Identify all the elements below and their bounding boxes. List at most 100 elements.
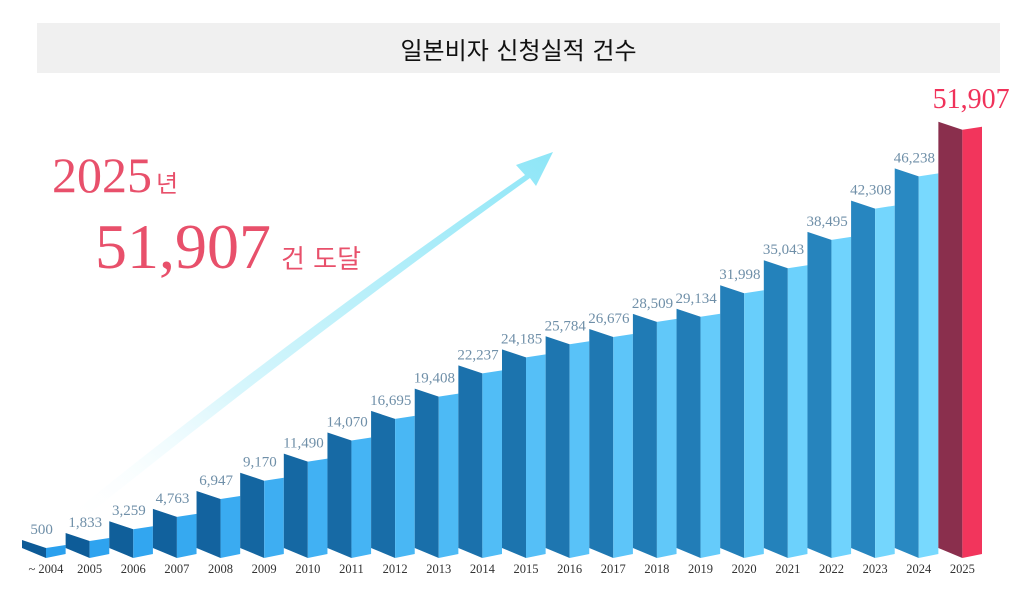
bar-front-face [46, 545, 66, 558]
bar-side-face [807, 231, 832, 558]
value-label: 29,134 [676, 291, 718, 307]
year-labels: ~ 2004 2005 2006 2007 2008 2009 2010 2011 2012 20… [29, 562, 975, 576]
bar-2016 [545, 336, 590, 558]
value-label: 1,833 [68, 515, 102, 531]
bar-2011 [327, 432, 372, 558]
year-label: 2025 [950, 562, 975, 576]
bar-2008 [196, 490, 241, 558]
bar-front-face [351, 437, 372, 558]
callout-count: 51,907 건 도달 [95, 210, 361, 284]
bar-2018 [632, 313, 677, 558]
growth-arrow-icon [70, 152, 553, 523]
year-label: 2022 [819, 562, 844, 576]
callout-year: 2025 년 [52, 146, 178, 204]
bar-side-face [458, 365, 483, 558]
year-label: 2019 [688, 562, 713, 576]
bar-side-face [938, 121, 963, 558]
year-label: 2011 [339, 562, 364, 576]
year-label: 2010 [295, 562, 320, 576]
bar-side-face [65, 532, 90, 558]
bar-side-face [894, 168, 919, 558]
bar-side-face [676, 308, 701, 558]
year-label: 2006 [121, 562, 146, 576]
bar-side-face [240, 472, 265, 558]
year-label: 2012 [383, 562, 408, 576]
bar-front-face [918, 173, 939, 558]
bar-2013 [414, 388, 459, 558]
value-label: 9,170 [243, 455, 277, 471]
callout-year-value: 2025 [52, 147, 152, 203]
year-label: 2013 [426, 562, 451, 576]
bar-side-face [283, 453, 308, 558]
year-label: 2014 [470, 562, 496, 576]
bar-2019 [676, 308, 721, 558]
bar-2014 [458, 365, 502, 558]
bar-2021 [763, 260, 808, 558]
value-label: 6,947 [199, 473, 233, 489]
value-label: 24,185 [501, 331, 542, 347]
bar-front-face [526, 354, 546, 558]
year-label: 2024 [906, 562, 932, 576]
bar-front-face [962, 126, 982, 558]
bar-front-face [700, 313, 721, 558]
bar-side-face [152, 508, 177, 558]
bars [22, 121, 982, 558]
bar-2010 [283, 453, 328, 558]
bar-front-face [438, 393, 459, 558]
value-labels: 500 1,833 3,259 4,763 6,947 9,170 11,49014,070… [30, 84, 1009, 538]
bar-2009 [240, 472, 284, 558]
callout-year-suffix: 년 [156, 170, 179, 198]
bar-side-face [502, 349, 526, 558]
value-label: 38,495 [806, 214, 847, 230]
value-label: 31,998 [719, 267, 760, 283]
year-label: 2015 [514, 562, 539, 576]
bar-2007 [152, 508, 197, 558]
year-label: 2021 [775, 562, 800, 576]
bar-side-face [851, 200, 876, 558]
bar-front-face [482, 370, 502, 558]
bar-front-face [395, 415, 415, 558]
value-label: 22,237 [457, 347, 499, 363]
bar-side-face [545, 336, 570, 558]
bar-front-face [831, 236, 852, 558]
bar-front-face [133, 526, 153, 558]
bar-2025 [938, 121, 982, 558]
year-label: 2020 [732, 562, 757, 576]
year-label: 2017 [601, 562, 626, 576]
bar-side-face [196, 490, 221, 558]
value-label: 42,308 [850, 183, 891, 199]
bar-side-face [22, 540, 46, 558]
bar-2020 [720, 285, 764, 558]
year-label: 2009 [252, 562, 277, 576]
year-label: 2008 [208, 562, 233, 576]
value-label: 16,695 [370, 393, 411, 409]
bar-side-face [371, 410, 396, 558]
bar-front-face [875, 205, 895, 558]
bar-side-face [414, 388, 439, 558]
bar-2006 [109, 521, 153, 558]
value-label: 19,408 [414, 371, 455, 387]
bar-side-face [632, 313, 657, 558]
bar-2023 [851, 200, 895, 558]
bar-side-face [327, 432, 352, 558]
callout-count-suffix: 건 도달 [281, 245, 362, 275]
bar-front-face [613, 333, 633, 558]
bar-~ 2004 [22, 540, 66, 558]
bar-front-face [307, 458, 328, 558]
bar-side-face [109, 521, 134, 558]
bar-2022 [807, 231, 852, 558]
bar-front-face [176, 513, 197, 558]
year-label: 2016 [557, 562, 582, 576]
value-label: 51,907 [933, 84, 1010, 115]
value-label: 3,259 [112, 503, 146, 519]
year-label: ~ 2004 [29, 562, 65, 576]
value-label: 35,043 [763, 242, 804, 258]
chart-title-bar: 일본비자 신청실적 건수 [37, 23, 1000, 73]
bar-front-face [220, 495, 241, 558]
bar-front-face [744, 290, 764, 558]
value-label: 26,676 [588, 311, 630, 327]
year-label: 2005 [77, 562, 102, 576]
value-label: 25,784 [545, 318, 587, 334]
year-label: 2018 [644, 562, 669, 576]
